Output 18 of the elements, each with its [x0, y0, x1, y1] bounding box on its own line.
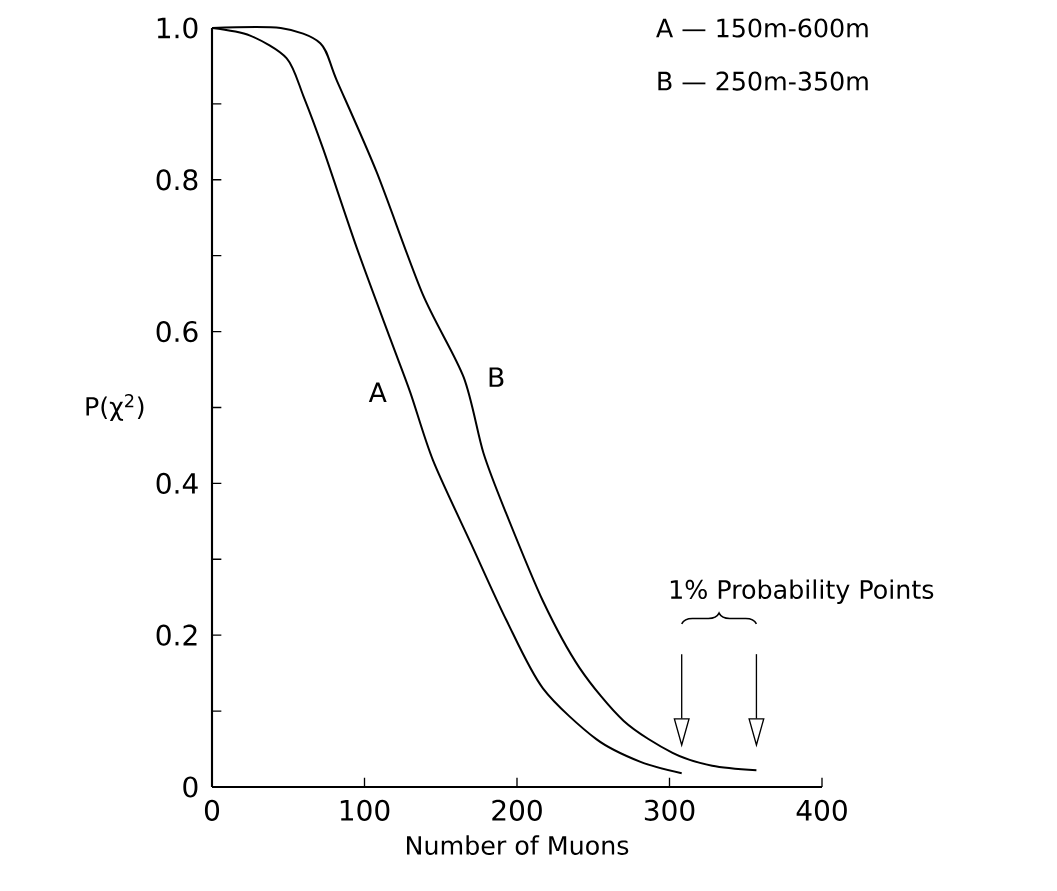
x-tick-label: 200: [492, 799, 542, 821]
x-tick-label: 0: [204, 799, 220, 821]
y-tick-label: 0: [183, 776, 198, 798]
y-tick-label: 0.2: [156, 624, 197, 646]
y-tick-label: 0.6: [156, 320, 198, 343]
annotation: B — 250m-350m: [658, 71, 868, 91]
series-label: A: [368, 382, 387, 403]
series-label: B: [489, 367, 504, 387]
y-axis-title: P(χ$^{2}$): [86, 394, 144, 421]
y-tick-label: 0.4: [156, 472, 198, 494]
annotation: 1% Probability Points: [670, 579, 934, 604]
annotation: A — 150m-600m: [656, 18, 868, 38]
x-tick-label: 400: [796, 799, 847, 821]
x-tick-label: 100: [340, 799, 390, 821]
y-tick-label: 1.0: [157, 17, 198, 39]
x-tick-label: 300: [644, 799, 695, 821]
y-tick-label: 0.8: [156, 169, 198, 191]
x-axis-title: Number of Muons: [407, 835, 629, 855]
